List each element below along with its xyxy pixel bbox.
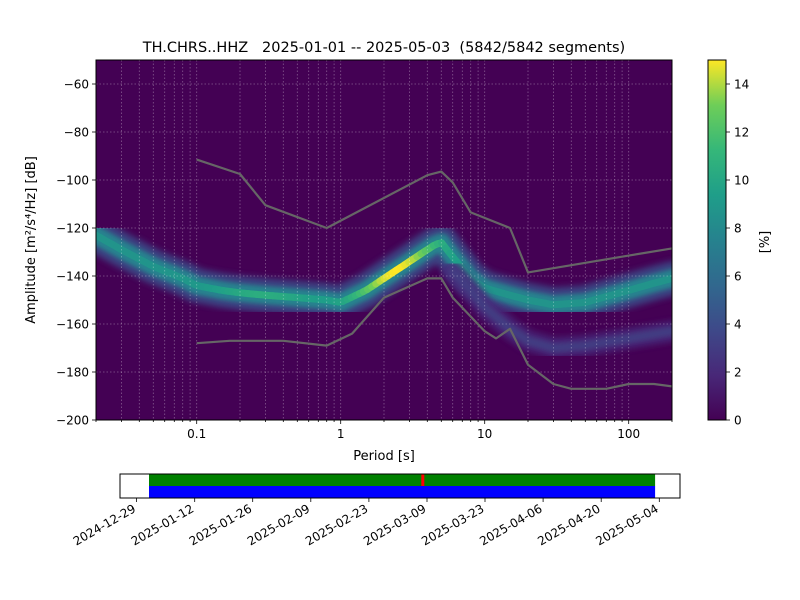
colorbar-frame bbox=[707, 59, 727, 421]
y-tick-label: −140 bbox=[56, 270, 89, 284]
colorbar-ticks: 0 2 4 6 8 10 12 14 bbox=[726, 78, 749, 428]
timeline-tick-label: 2025-02-09 bbox=[245, 501, 312, 548]
y-tick-label: −180 bbox=[56, 366, 89, 380]
chart-title: TH.CHRS..HHZ 2025-01-01 -- 2025-05-03 (5… bbox=[142, 40, 625, 56]
colorbar-tick-label: 2 bbox=[734, 366, 742, 380]
colorbar-tick-label: 10 bbox=[734, 174, 749, 188]
density-core-segment bbox=[664, 274, 672, 283]
y-tick-label: −120 bbox=[56, 222, 89, 236]
x-tick-label: 10 bbox=[477, 427, 492, 441]
colorbar-tick-label: 4 bbox=[734, 318, 742, 332]
timeline-tick-label: 2025-03-23 bbox=[419, 501, 486, 548]
x-axis: 0.1 1 10 100 bbox=[95, 420, 673, 441]
timeline-panel: 2024-12-292025-01-122025-01-262025-02-09… bbox=[71, 473, 681, 548]
x-axis-label: Period [s] bbox=[353, 449, 415, 464]
timeline-tick-label: 2025-05-04 bbox=[593, 501, 660, 548]
y-tick-label: −80 bbox=[64, 126, 89, 140]
density-layer bbox=[96, 218, 672, 358]
y-tick-label: −200 bbox=[56, 414, 89, 428]
noise-model-line bbox=[196, 158, 672, 274]
timeline-marker bbox=[421, 474, 425, 486]
timeline-tick-label: 2025-02-23 bbox=[303, 501, 370, 548]
x-tick-label: 1 bbox=[337, 427, 345, 441]
timeline-tick-label: 2025-01-12 bbox=[129, 501, 196, 548]
colorbar-tick-label: 6 bbox=[734, 270, 742, 284]
colorbar-tick-label: 14 bbox=[734, 78, 749, 92]
noise-model-curves bbox=[196, 158, 672, 390]
y-axis-label: Amplitude [m²/s⁴/Hz] [dB] bbox=[24, 156, 39, 324]
colorbar-tick-label: 8 bbox=[734, 222, 742, 236]
noise-model-line bbox=[196, 277, 672, 390]
plot-background bbox=[96, 60, 672, 420]
timeline-date-axis: 2024-12-292025-01-122025-01-262025-02-09… bbox=[71, 498, 661, 548]
colorbar: 0 2 4 6 8 10 12 14 [%] bbox=[707, 59, 773, 428]
plot-area: 0.1 1 10 100 −200 −180 −160 −140 −120 −100 −80 −60 bbox=[56, 59, 673, 441]
timeline-tick-label: 2025-01-26 bbox=[187, 501, 254, 548]
colorbar-tick-label: 0 bbox=[734, 414, 742, 428]
timeline-tick-label: 2025-03-09 bbox=[361, 501, 428, 548]
x-tick-label: 0.1 bbox=[187, 427, 206, 441]
density-secondary-band bbox=[448, 267, 672, 352]
timeline-tick-label: 2024-12-29 bbox=[71, 501, 138, 548]
x-tick-label: 100 bbox=[617, 427, 640, 441]
y-tick-label: −60 bbox=[64, 78, 89, 92]
y-axis: −200 −180 −160 −140 −120 −100 −80 −60 bbox=[56, 78, 96, 428]
colorbar-tick-label: 12 bbox=[734, 126, 749, 140]
colorbar-label: [%] bbox=[758, 231, 773, 254]
timeline-tick-label: 2025-04-06 bbox=[477, 501, 544, 548]
y-tick-label: −100 bbox=[56, 174, 89, 188]
grid-lines bbox=[96, 60, 672, 420]
timeline-frame bbox=[119, 473, 681, 499]
colorbar-gradient bbox=[708, 60, 726, 420]
y-tick-label: −160 bbox=[56, 318, 89, 332]
timeline-bars bbox=[149, 474, 656, 498]
coverage-bar bbox=[149, 486, 656, 498]
timeline-tick-label: 2025-04-20 bbox=[535, 501, 602, 548]
coverage-bar bbox=[149, 474, 656, 486]
